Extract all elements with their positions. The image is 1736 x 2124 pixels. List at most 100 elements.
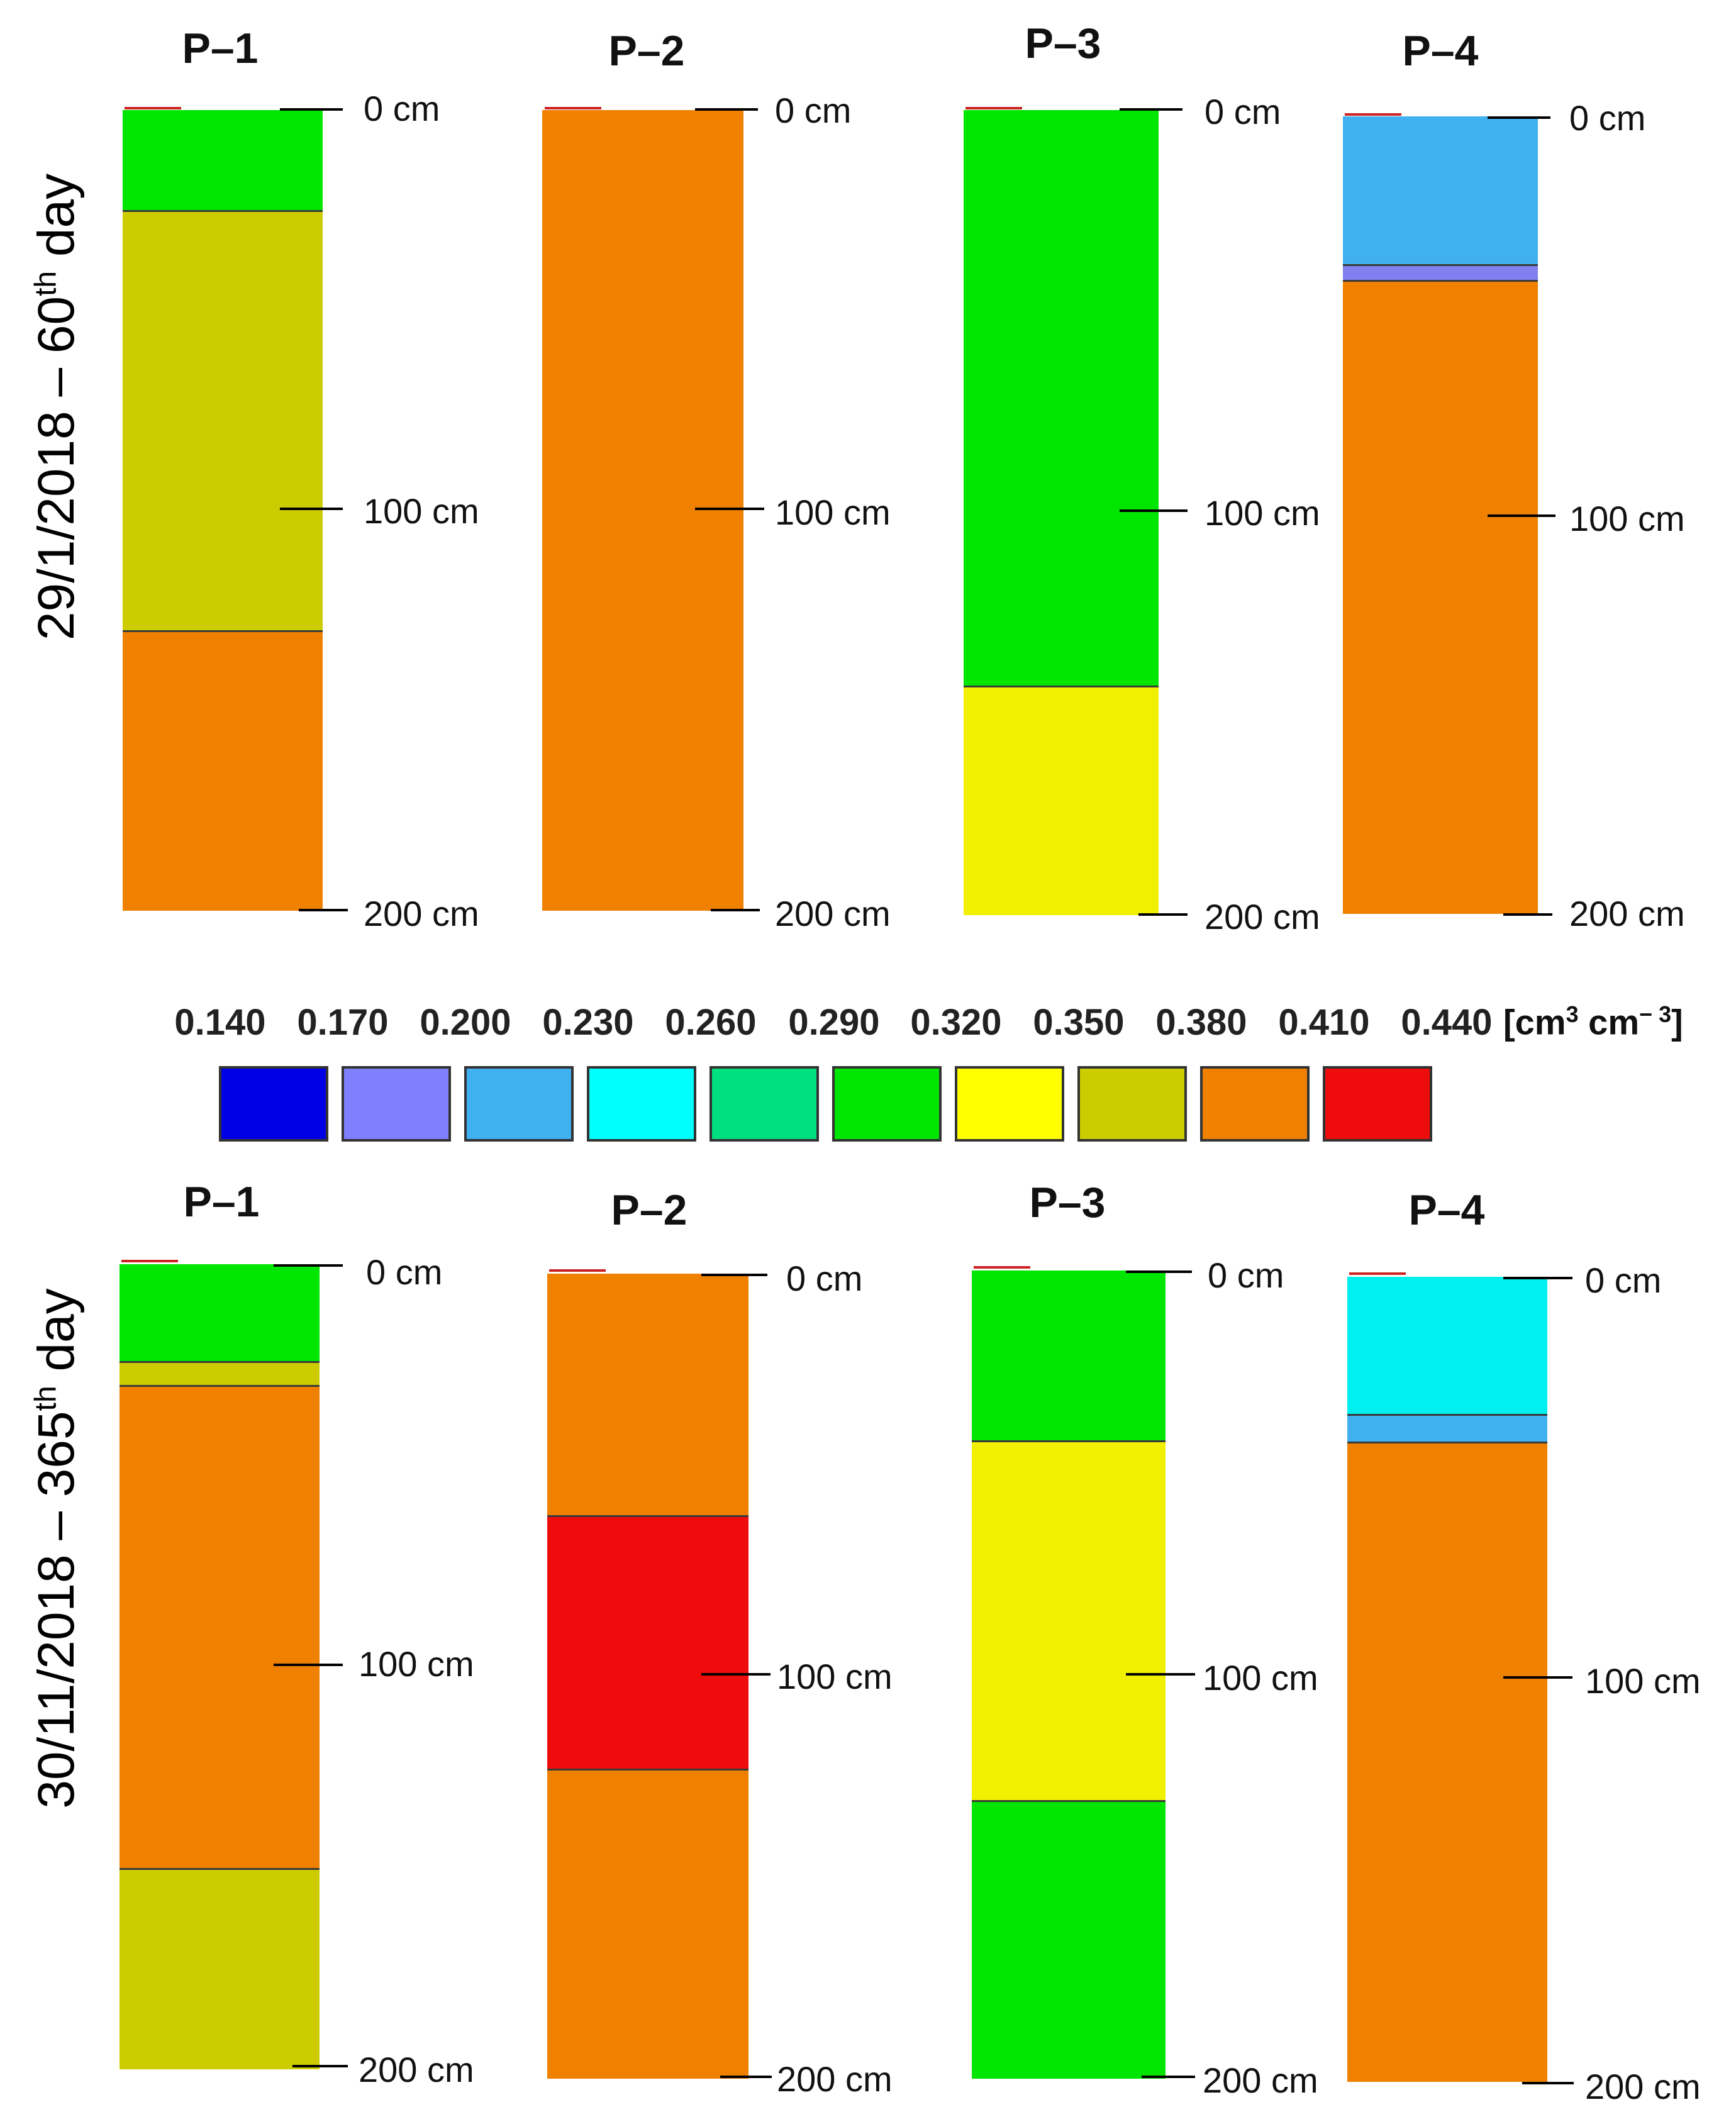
depth-tick: [701, 1274, 767, 1276]
legend-unit: [cm3 cm− 3]: [1503, 1001, 1683, 1042]
depth-label: 0 cm: [786, 1259, 863, 1298]
depth-tick: [1120, 509, 1188, 512]
depth-tick: [1126, 1673, 1195, 1676]
surface-arrow-icon: [549, 1269, 606, 1272]
soil-layer: [120, 1360, 320, 1385]
legend-value: 0.350: [1033, 1002, 1125, 1043]
surface-arrow-icon: [125, 107, 181, 109]
soil-layer: [972, 1799, 1166, 2079]
soil-layer: [123, 110, 323, 211]
soil-layer: [547, 1515, 748, 1769]
soil-layer: [972, 1440, 1166, 1800]
depth-label: 200 cm: [1569, 894, 1685, 933]
depth-label: 100 cm: [777, 1657, 893, 1696]
depth-tick: [1488, 514, 1555, 517]
depth-tick: [701, 1673, 771, 1676]
soil-layer: [547, 1274, 748, 1515]
soil-layer: [1343, 279, 1538, 914]
legend-value: 0.230: [542, 1002, 634, 1043]
profile-column-r1-p3: [964, 110, 1159, 915]
depth-label: 0 cm: [1208, 1255, 1284, 1295]
soil-layer: [1347, 1277, 1547, 1414]
depth-tick: [711, 909, 760, 911]
depth-label: 200 cm: [1205, 897, 1320, 937]
depth-label: 0 cm: [366, 1252, 443, 1292]
depth-tick: [292, 2065, 348, 2067]
depth-label: 100 cm: [1203, 1658, 1318, 1698]
depth-tick: [695, 108, 758, 111]
profile-title-r2-p1: P–1: [183, 1178, 260, 1226]
legend-value: 0.440: [1401, 1002, 1493, 1043]
legend-value: 0.140: [174, 1002, 266, 1043]
surface-arrow-icon: [1345, 113, 1401, 116]
depth-tick: [695, 508, 764, 510]
soil-layer: [120, 1264, 320, 1361]
depth-label: 0 cm: [775, 91, 852, 130]
profile-column-r2-p4: [1347, 1277, 1547, 2082]
surface-arrow-icon: [121, 1260, 178, 1262]
soil-layer: [120, 1385, 320, 1868]
legend-swatch: [587, 1066, 696, 1142]
depth-tick: [1138, 913, 1188, 916]
soil-layer: [972, 1271, 1166, 1440]
depth-label: 100 cm: [359, 1644, 474, 1684]
profile-title-r1-p2: P–2: [608, 27, 685, 75]
profile-title-r2-p4: P–4: [1408, 1186, 1485, 1234]
profile-title-r2-p3: P–3: [1029, 1179, 1106, 1226]
profile-column-r1-p1: [123, 110, 323, 911]
row-label-2: 30/11/2018 – 365th day: [28, 1288, 85, 1809]
depth-label: 200 cm: [1585, 2067, 1701, 2106]
surface-arrow-icon: [974, 1266, 1030, 1269]
legend-swatch: [1323, 1066, 1432, 1142]
row-label-1: 29/1/2018 – 60th day: [28, 173, 85, 641]
profile-column-r1-p2: [542, 110, 743, 911]
legend-value: 0.380: [1155, 1002, 1247, 1043]
surface-arrow-icon: [545, 107, 601, 109]
legend-value: 0.410: [1278, 1002, 1370, 1043]
depth-tick: [1488, 116, 1550, 119]
depth-label: 0 cm: [1205, 92, 1281, 131]
legend-swatch: [1200, 1066, 1310, 1142]
depth-label: 100 cm: [775, 492, 891, 532]
depth-label: 100 cm: [1205, 493, 1320, 533]
soil-layer: [964, 110, 1159, 686]
depth-tick: [274, 1264, 343, 1267]
depth-label: 200 cm: [775, 894, 891, 933]
legend-value: 0.260: [665, 1002, 757, 1043]
legend-swatch: [832, 1066, 942, 1142]
depth-label: 100 cm: [364, 491, 479, 531]
depth-label: 0 cm: [1585, 1260, 1662, 1300]
legend-swatch: [955, 1066, 1064, 1142]
profile-column-r2-p3: [972, 1271, 1166, 2079]
depth-label: 200 cm: [777, 2059, 893, 2099]
soil-layer: [1343, 116, 1538, 264]
depth-tick: [299, 909, 348, 911]
depth-tick: [1503, 1277, 1572, 1279]
depth-label: 100 cm: [1585, 1661, 1701, 1701]
depth-tick: [720, 2076, 772, 2078]
legend-swatch: [464, 1066, 574, 1142]
depth-label: 200 cm: [364, 894, 479, 933]
legend-swatch: [1077, 1066, 1187, 1142]
depth-tick: [280, 108, 343, 111]
soil-layer: [547, 1769, 748, 2079]
profile-column-r1-p4: [1343, 116, 1538, 914]
legend-value: 0.320: [910, 1002, 1002, 1043]
profile-column-r2-p2: [547, 1274, 748, 2079]
soil-layer: [1347, 1413, 1547, 1442]
profile-title-r2-p2: P–2: [611, 1186, 687, 1234]
depth-tick: [1522, 2082, 1574, 2084]
legend-swatch: [342, 1066, 451, 1142]
soil-layer: [1347, 1442, 1547, 2082]
legend-swatch: [709, 1066, 819, 1142]
depth-tick: [1503, 913, 1552, 916]
depth-tick: [1503, 1676, 1572, 1679]
soil-layer: [964, 686, 1159, 915]
depth-label: 100 cm: [1569, 499, 1685, 538]
depth-tick: [274, 1664, 343, 1666]
surface-arrow-icon: [1349, 1272, 1406, 1275]
soil-layer: [123, 630, 323, 911]
soil-layer: [120, 1868, 320, 2069]
soil-layer: [542, 110, 743, 911]
